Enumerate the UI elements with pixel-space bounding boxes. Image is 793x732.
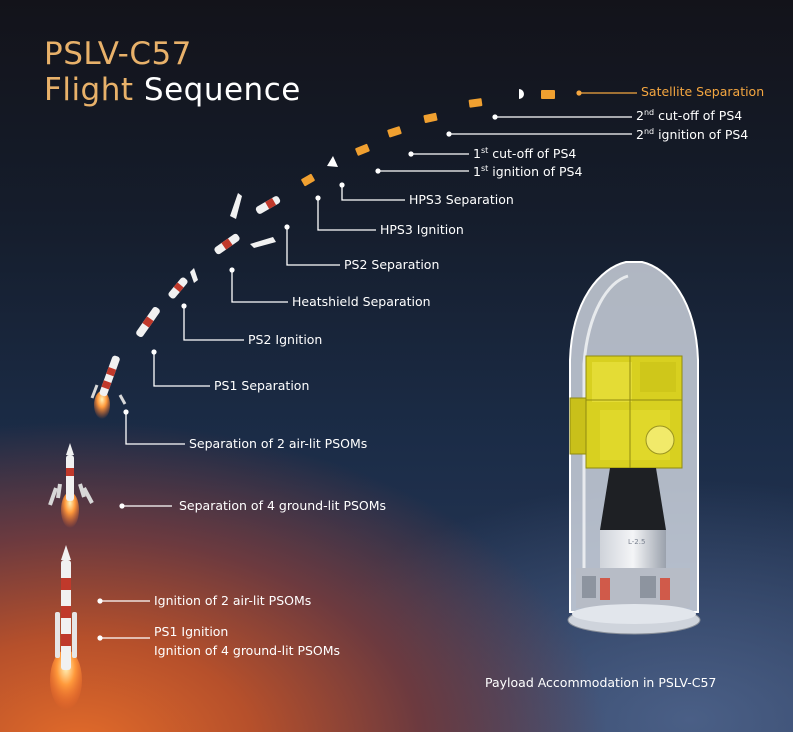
event-ps2-ignition: PS2 Ignition <box>248 332 323 347</box>
event-ps4-cutoff-2: 2nd cut-off of PS4 <box>636 108 743 123</box>
leader-dot-1 <box>492 114 498 120</box>
payload-caption: Payload Accommodation in PSLV-C57 <box>485 675 717 690</box>
event-ps1-separation: PS1 Separation <box>214 378 310 393</box>
rocket-psom-separation <box>48 443 94 528</box>
event-ps1-ignition: PS1 Ignition <box>154 624 229 639</box>
event-ps4-cutoff-1: 1st cut-off of PS4 <box>473 146 577 161</box>
event-heatshield-separation: Heatshield Separation <box>292 294 431 309</box>
leader-line-6 <box>317 198 376 231</box>
leader-line-11 <box>125 412 185 445</box>
event-separation-4-ground-lit-psoms: Separation of 4 ground-lit PSOMs <box>179 498 387 513</box>
event-ignition-4-ground-lit-psoms: Ignition of 4 ground-lit PSOMs <box>154 643 341 658</box>
event-ps2-separation: PS2 Separation <box>344 257 440 272</box>
leader-dot-9 <box>181 303 187 309</box>
page-title-word-flight: Flight <box>44 72 134 108</box>
leader-dot-11 <box>123 409 129 415</box>
leader-dot-7 <box>284 224 290 230</box>
leader-line-7 <box>286 227 340 266</box>
payload-fairing-illustration: L-2.5 <box>567 261 701 635</box>
leader-dot-13 <box>97 598 103 604</box>
adapter-label: L-2.5 <box>628 538 645 546</box>
event-separation-2-air-lit-psoms: Separation of 2 air-lit PSOMs <box>189 436 368 451</box>
leader-dot-8 <box>229 267 235 273</box>
event-ps4-ignition-2: 2nd ignition of PS4 <box>636 127 749 142</box>
leader-dot-5 <box>339 182 345 188</box>
rocket-air-lit-separation <box>90 355 127 419</box>
leader-dot-12 <box>119 503 125 509</box>
ps4-upper-stage-segments <box>301 89 555 187</box>
leader-dot-0 <box>576 90 582 96</box>
leader-line-10 <box>153 352 210 387</box>
event-ps4-ignition-1: 1st ignition of PS4 <box>473 164 583 179</box>
leader-dot-2 <box>446 131 452 137</box>
leader-dot-6 <box>315 195 321 201</box>
page-title-line-2: Flight Sequence <box>44 72 301 108</box>
leader-line-8 <box>231 270 288 303</box>
page-title-word-sequence: Sequence <box>133 72 301 108</box>
leader-dot-4 <box>375 168 381 174</box>
event-leader-lines <box>97 90 637 641</box>
leader-dot-10 <box>151 349 157 355</box>
rocket-stage-segments <box>136 193 281 338</box>
satellite-model <box>569 355 683 469</box>
leader-line-5 <box>341 185 405 201</box>
event-satellite-separation: Satellite Separation <box>641 84 765 99</box>
leader-dot-3 <box>408 151 414 157</box>
event-ignition-2-air-lit-psoms: Ignition of 2 air-lit PSOMs <box>154 593 312 608</box>
event-hps3-separation: HPS3 Separation <box>409 192 514 207</box>
page-title-line-1: PSLV-C57 <box>44 36 192 72</box>
leader-line-9 <box>183 306 244 341</box>
event-hps3-ignition: HPS3 Ignition <box>380 222 464 237</box>
leader-dot-14 <box>97 635 103 641</box>
rocket-liftoff <box>50 545 82 710</box>
